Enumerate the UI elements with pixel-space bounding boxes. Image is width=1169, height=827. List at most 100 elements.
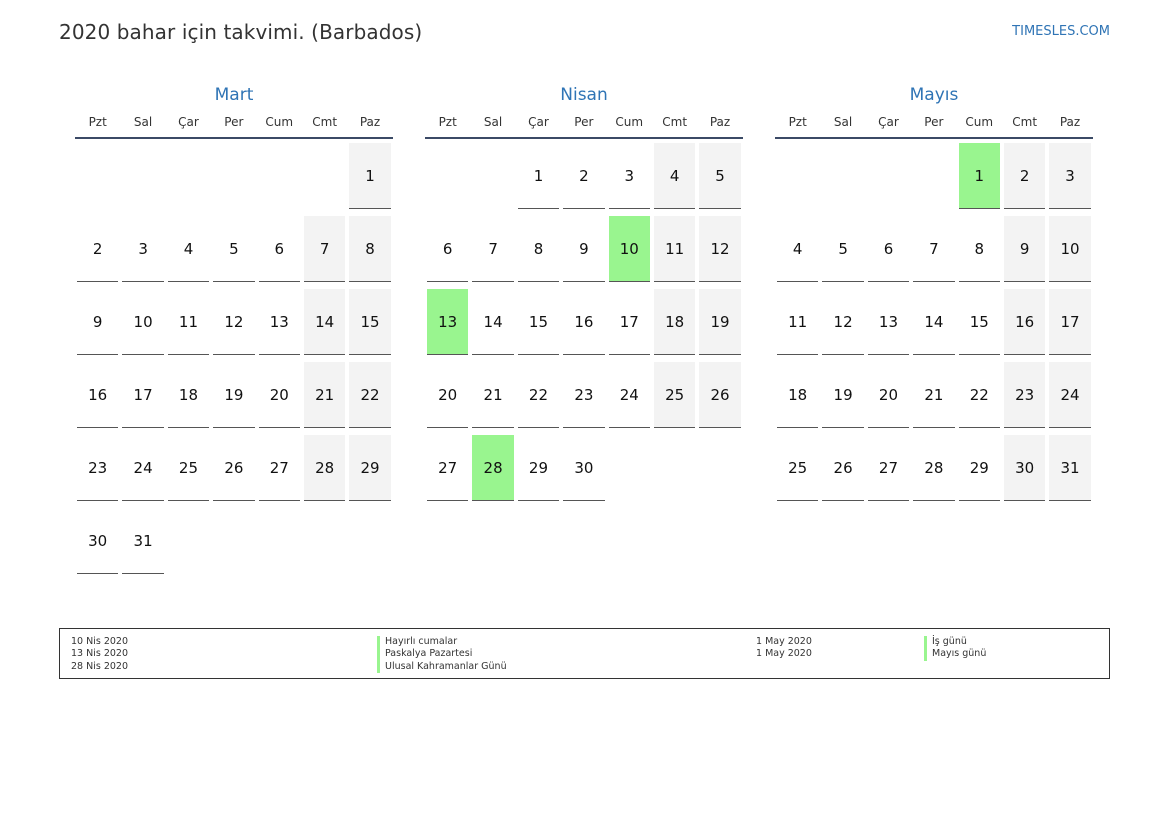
day-cell: 2 xyxy=(77,216,119,282)
weekday-header: Pzt Sal Çar Per Cum Cmt Paz xyxy=(775,115,1093,139)
day-cell: 15 xyxy=(958,289,1000,355)
day-grid: 1 2 3 4 5 6 7 8 9 10 11 12 13 14 15 16 17 18 19 20 21 22 23 24 2… xyxy=(425,143,743,508)
day-cell: 9 xyxy=(563,216,605,282)
legend-date: 10 Nis 2020 xyxy=(71,636,128,647)
weekday-label: Per xyxy=(224,115,244,129)
day-cell: 1 xyxy=(517,143,560,209)
day-cell: 7 xyxy=(303,216,346,282)
day-cell: 3 xyxy=(122,216,164,282)
day-cell: 5 xyxy=(213,216,255,282)
day-cell: 4 xyxy=(653,143,696,209)
day-cell: 19 xyxy=(699,289,741,355)
day-cell: 22 xyxy=(517,362,560,428)
weekday-label: Sal xyxy=(483,115,503,129)
day-cell: 26 xyxy=(213,435,255,501)
weekday-label: Per xyxy=(574,115,594,129)
empty-cell xyxy=(213,143,254,209)
day-cell: 25 xyxy=(777,435,819,501)
day-cell: 2 xyxy=(1003,143,1046,209)
day-cell: 29 xyxy=(349,435,391,501)
day-cell: 15 xyxy=(517,289,560,355)
legend-holiday-name: İş günü xyxy=(924,636,986,649)
weekday-label: Cmt xyxy=(1012,115,1038,129)
legend-holiday-name: Mayıs günü xyxy=(924,648,986,661)
day-cell: 23 xyxy=(77,435,119,501)
weekday-label: Çar xyxy=(178,115,199,129)
day-cell: 21 xyxy=(303,362,346,428)
day-cell: 11 xyxy=(653,216,696,282)
weekday-label: Cmt xyxy=(662,115,688,129)
day-cell: 6 xyxy=(867,216,910,282)
day-cell: 25 xyxy=(653,362,696,428)
day-cell: 18 xyxy=(653,289,696,355)
weekday-label: Cmt xyxy=(312,115,338,129)
day-cell: 27 xyxy=(867,435,910,501)
weekday-label: Pzt xyxy=(788,115,807,129)
day-cell: 6 xyxy=(427,216,469,282)
weekday-label: Sal xyxy=(133,115,153,129)
month-title: Mart xyxy=(214,85,254,105)
day-cell: 3 xyxy=(608,143,650,209)
site-link[interactable]: TIMESLES.COM xyxy=(1012,24,1110,39)
month-title: Nisan xyxy=(560,85,608,105)
legend-left-names: Hayırlı cumalar Paskalya Pazartesi Ulusa… xyxy=(377,636,507,674)
day-cell: 12 xyxy=(213,289,255,355)
empty-cell xyxy=(868,143,909,209)
day-cell: 21 xyxy=(913,362,955,428)
month-calendar-may: Mayıs Pzt Sal Çar Per Cum Cmt Paz 1 2 3 4 5 6 7 8 9 10 1… xyxy=(775,84,1093,508)
weekday-header: Pzt Sal Çar Per Cum Cmt Paz xyxy=(75,115,393,139)
day-cell: 5 xyxy=(822,216,864,282)
day-cell: 23 xyxy=(1003,362,1046,428)
legend-holiday-name: Paskalya Pazartesi xyxy=(377,648,507,661)
day-cell: 28 xyxy=(303,435,346,501)
weekday-label: Pzt xyxy=(88,115,107,129)
month-calendar-april: Nisan Pzt Sal Çar Per Cum Cmt Paz 1 2 3 4 5 6 7 8 9 10 1… xyxy=(425,84,743,508)
day-cell: 27 xyxy=(427,435,469,501)
day-cell: 19 xyxy=(213,362,255,428)
legend-left-dates: 10 Nis 2020 13 Nis 2020 28 Nis 2020 xyxy=(71,636,128,673)
day-cell: 24 xyxy=(608,362,650,428)
day-cell: 9 xyxy=(1003,216,1046,282)
legend-date: 1 May 2020 xyxy=(756,648,812,660)
weekday-label: Cum xyxy=(615,115,644,129)
weekday-label: Pzt xyxy=(438,115,457,129)
day-cell: 8 xyxy=(958,216,1000,282)
empty-cell xyxy=(122,143,163,209)
empty-cell xyxy=(259,143,300,209)
empty-cell xyxy=(77,143,118,209)
day-cell: 9 xyxy=(77,289,119,355)
legend-right-names: İş günü Mayıs günü xyxy=(924,636,986,661)
month-title: Mayıs xyxy=(909,85,959,105)
day-cell: 17 xyxy=(608,289,650,355)
day-cell: 16 xyxy=(77,362,119,428)
empty-cell xyxy=(427,143,468,209)
day-cell: 1 xyxy=(349,143,391,209)
day-cell: 3 xyxy=(1049,143,1091,209)
empty-cell xyxy=(913,143,954,209)
weekday-label: Paz xyxy=(709,115,731,129)
day-cell: 30 xyxy=(1003,435,1046,501)
weekday-label: Paz xyxy=(359,115,381,129)
day-cell: 14 xyxy=(303,289,346,355)
legend-holiday-name: Ulusal Kahramanlar Günü xyxy=(377,660,507,674)
day-cell: 10 xyxy=(1049,216,1091,282)
day-cell: 22 xyxy=(958,362,1000,428)
day-cell: 26 xyxy=(822,435,864,501)
day-cell: 20 xyxy=(258,362,300,428)
day-cell: 14 xyxy=(472,289,514,355)
day-cell: 14 xyxy=(913,289,955,355)
day-cell: 12 xyxy=(822,289,864,355)
day-cell: 21 xyxy=(472,362,514,428)
day-cell: 30 xyxy=(563,435,605,501)
empty-cell xyxy=(822,143,863,209)
day-cell: 18 xyxy=(167,362,210,428)
holiday-day-cell: 10 xyxy=(608,216,650,282)
day-cell: 13 xyxy=(867,289,910,355)
weekday-label: Çar xyxy=(528,115,549,129)
day-cell: 7 xyxy=(913,216,955,282)
holiday-day-cell: 28 xyxy=(472,435,514,501)
day-cell: 29 xyxy=(958,435,1000,501)
month-calendar-march: Mart Pzt Sal Çar Per Cum Cmt Paz 1 2 3 4 5 6 7 8 9 10 11… xyxy=(75,84,393,581)
day-cell: 13 xyxy=(258,289,300,355)
day-cell: 16 xyxy=(1003,289,1046,355)
